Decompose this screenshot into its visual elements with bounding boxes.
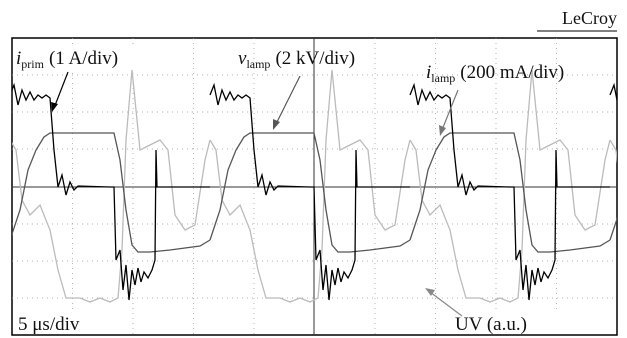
subscript: prim <box>21 57 44 71</box>
subscript: lamp <box>246 57 270 71</box>
subscript: lamp <box>431 71 455 85</box>
scale: (1 A/div) <box>49 48 118 69</box>
label-timebase: 5 μs/div <box>14 310 110 335</box>
page: {"brand": "LeCroy", "labels": { "i_prim"… <box>0 0 627 338</box>
scale: (200 mA/div) <box>460 62 564 83</box>
timebase: 5 μs/div <box>18 314 80 335</box>
scope-screenshot: LeCroy iprim(1 A/div) vlamp(2 kV/div) il… <box>0 0 627 338</box>
brand: LeCroy <box>562 8 617 28</box>
uv: UV (a.u.) <box>455 314 527 335</box>
scale: (2 kV/div) <box>275 48 355 69</box>
